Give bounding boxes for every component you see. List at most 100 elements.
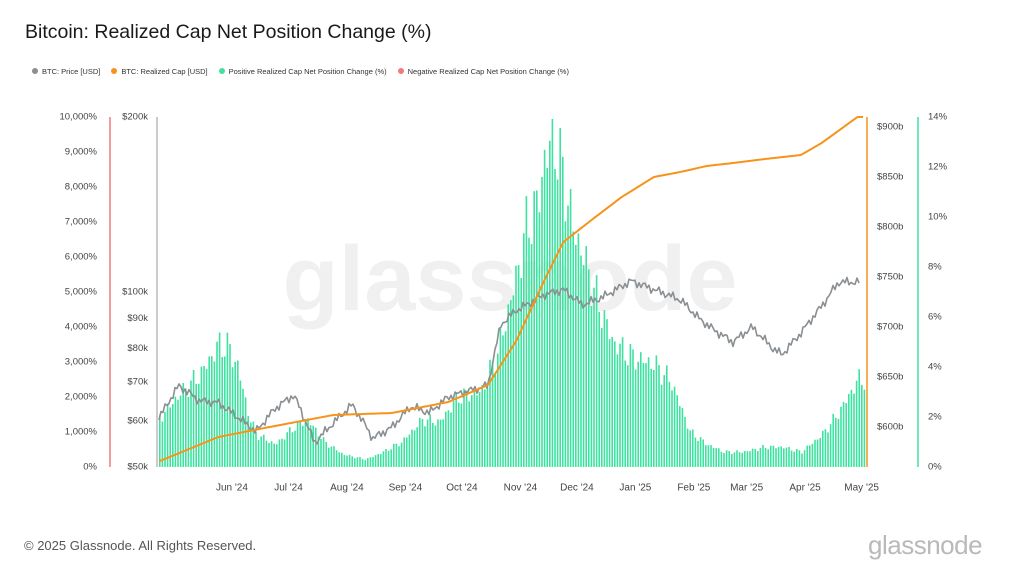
positive-change-bar — [777, 447, 780, 467]
positive-change-bar — [413, 430, 416, 467]
positive-change-bar — [211, 356, 213, 467]
legend-dot-negative-change — [397, 68, 404, 74]
x-tick-label: Dec '24 — [560, 483, 594, 494]
positive-change-bar — [419, 417, 421, 467]
positive-change-bar — [775, 448, 777, 467]
positive-change-bar — [832, 413, 834, 467]
positive-change-bar — [790, 450, 793, 467]
legend-item-price[interactable]: BTC: Price [USD] — [32, 67, 100, 76]
positive-change-bar — [491, 361, 494, 467]
positive-change-bar — [767, 449, 769, 467]
positive-change-bar — [393, 443, 395, 467]
positive-change-bar — [213, 361, 216, 467]
positive-change-bar — [842, 402, 845, 467]
positive-change-bar — [754, 449, 756, 467]
positive-change-bar — [270, 441, 273, 467]
positive-change-bar — [684, 416, 686, 467]
positive-change-bar — [476, 395, 478, 467]
positive-change-bar — [395, 443, 398, 467]
positive-change-bar — [460, 403, 463, 467]
positive-change-bar — [247, 416, 249, 467]
positive-change-bar — [603, 310, 606, 467]
positive-change-bar — [705, 445, 707, 467]
positive-change-bar — [590, 306, 593, 467]
x-tick-label: Apr '25 — [789, 483, 821, 494]
realized-cap-tick-label: $600b — [877, 422, 903, 433]
positive-change-bar — [328, 447, 330, 467]
glassnode-logo[interactable]: glassnode — [868, 530, 983, 560]
positive-change-bar — [814, 439, 816, 467]
positive-change-bar — [627, 365, 629, 467]
positive-change-bar — [569, 189, 572, 467]
positive-change-bar — [588, 269, 590, 467]
positive-change-bar — [208, 356, 210, 467]
positive-change-bar — [629, 344, 632, 467]
positive-change-bar — [320, 439, 322, 467]
positive-change-bar — [796, 449, 798, 467]
positive-change-bar — [224, 356, 226, 467]
positive-change-bar — [361, 459, 364, 467]
positive-change-bar — [822, 430, 824, 467]
positive-change-bar — [723, 453, 725, 467]
positive-change-bar — [276, 444, 278, 467]
positive-change-bar — [338, 452, 340, 467]
positive-change-bar — [697, 440, 699, 467]
positive-change-bar — [551, 119, 554, 467]
positive-change-bar — [424, 426, 426, 467]
positive-change-bar — [523, 233, 525, 467]
x-tick-label: Jul '24 — [274, 483, 303, 494]
price-tick-label: $60k — [127, 415, 148, 426]
positive-change-bar — [512, 295, 515, 467]
left-pct-tick-label: 3,000% — [65, 357, 98, 368]
legend-label-negative-change: Negative Realized Cap Net Position Chang… — [407, 66, 569, 76]
line-series — [158, 116, 863, 462]
left-pct-tick-label: 9,000% — [65, 147, 98, 158]
realized-cap-tick-label: $800b — [877, 222, 903, 233]
legend-item-positive-change[interactable]: Positive Realized Cap Net Position Chang… — [218, 67, 387, 76]
positive-change-bar — [738, 452, 741, 467]
positive-change-bar — [390, 449, 392, 467]
positive-change-bar — [692, 429, 694, 467]
positive-change-bar — [611, 336, 613, 467]
positive-change-bar — [655, 355, 658, 467]
positive-change-bar — [434, 425, 437, 467]
positive-change-bar — [681, 408, 684, 467]
legend-label-price: BTC: Price [USD] — [42, 66, 101, 76]
positive-change-bar — [273, 443, 275, 467]
positive-change-bar — [728, 451, 730, 467]
positive-change-bar — [601, 328, 603, 467]
positive-change-bar — [725, 450, 728, 467]
positive-change-bar — [341, 452, 343, 467]
positive-change-bar — [260, 436, 262, 467]
positive-change-bar — [720, 451, 723, 467]
positive-change-bar — [169, 407, 171, 467]
positive-change-bar — [486, 382, 489, 467]
legend-item-negative-change[interactable]: Negative Realized Cap Net Position Chang… — [397, 66, 569, 76]
positive-change-bar — [783, 448, 785, 467]
positive-change-bar — [281, 438, 283, 467]
positive-change-bar — [549, 140, 551, 467]
positive-change-bar — [850, 389, 853, 467]
positive-change-bar — [159, 415, 161, 467]
positive-change-bar — [642, 362, 645, 467]
positive-change-bar — [712, 447, 715, 467]
legend-item-realized-cap[interactable]: BTC: Realized Cap [USD] — [111, 67, 208, 76]
positive-change-bar — [229, 344, 231, 467]
positive-change-bar — [203, 366, 205, 467]
x-tick-label: Mar '25 — [730, 483, 763, 494]
left-pct-tick-label: 2,000% — [65, 392, 98, 403]
positive-change-bar — [437, 419, 439, 467]
positive-change-bar — [567, 205, 569, 467]
positive-change-bar — [372, 457, 374, 467]
x-tick-label: May '25 — [844, 483, 879, 494]
positive-change-bar — [166, 403, 169, 467]
realized-cap-tick-label: $650b — [877, 372, 903, 383]
positive-change-bar — [473, 389, 476, 467]
realized-cap-tick-label: $850b — [877, 172, 903, 183]
positive-change-bar — [198, 383, 200, 467]
positive-change-bar — [528, 237, 530, 467]
positive-change-bar — [450, 412, 452, 467]
positive-change-bar — [374, 455, 377, 467]
positive-change-bar — [307, 418, 309, 467]
